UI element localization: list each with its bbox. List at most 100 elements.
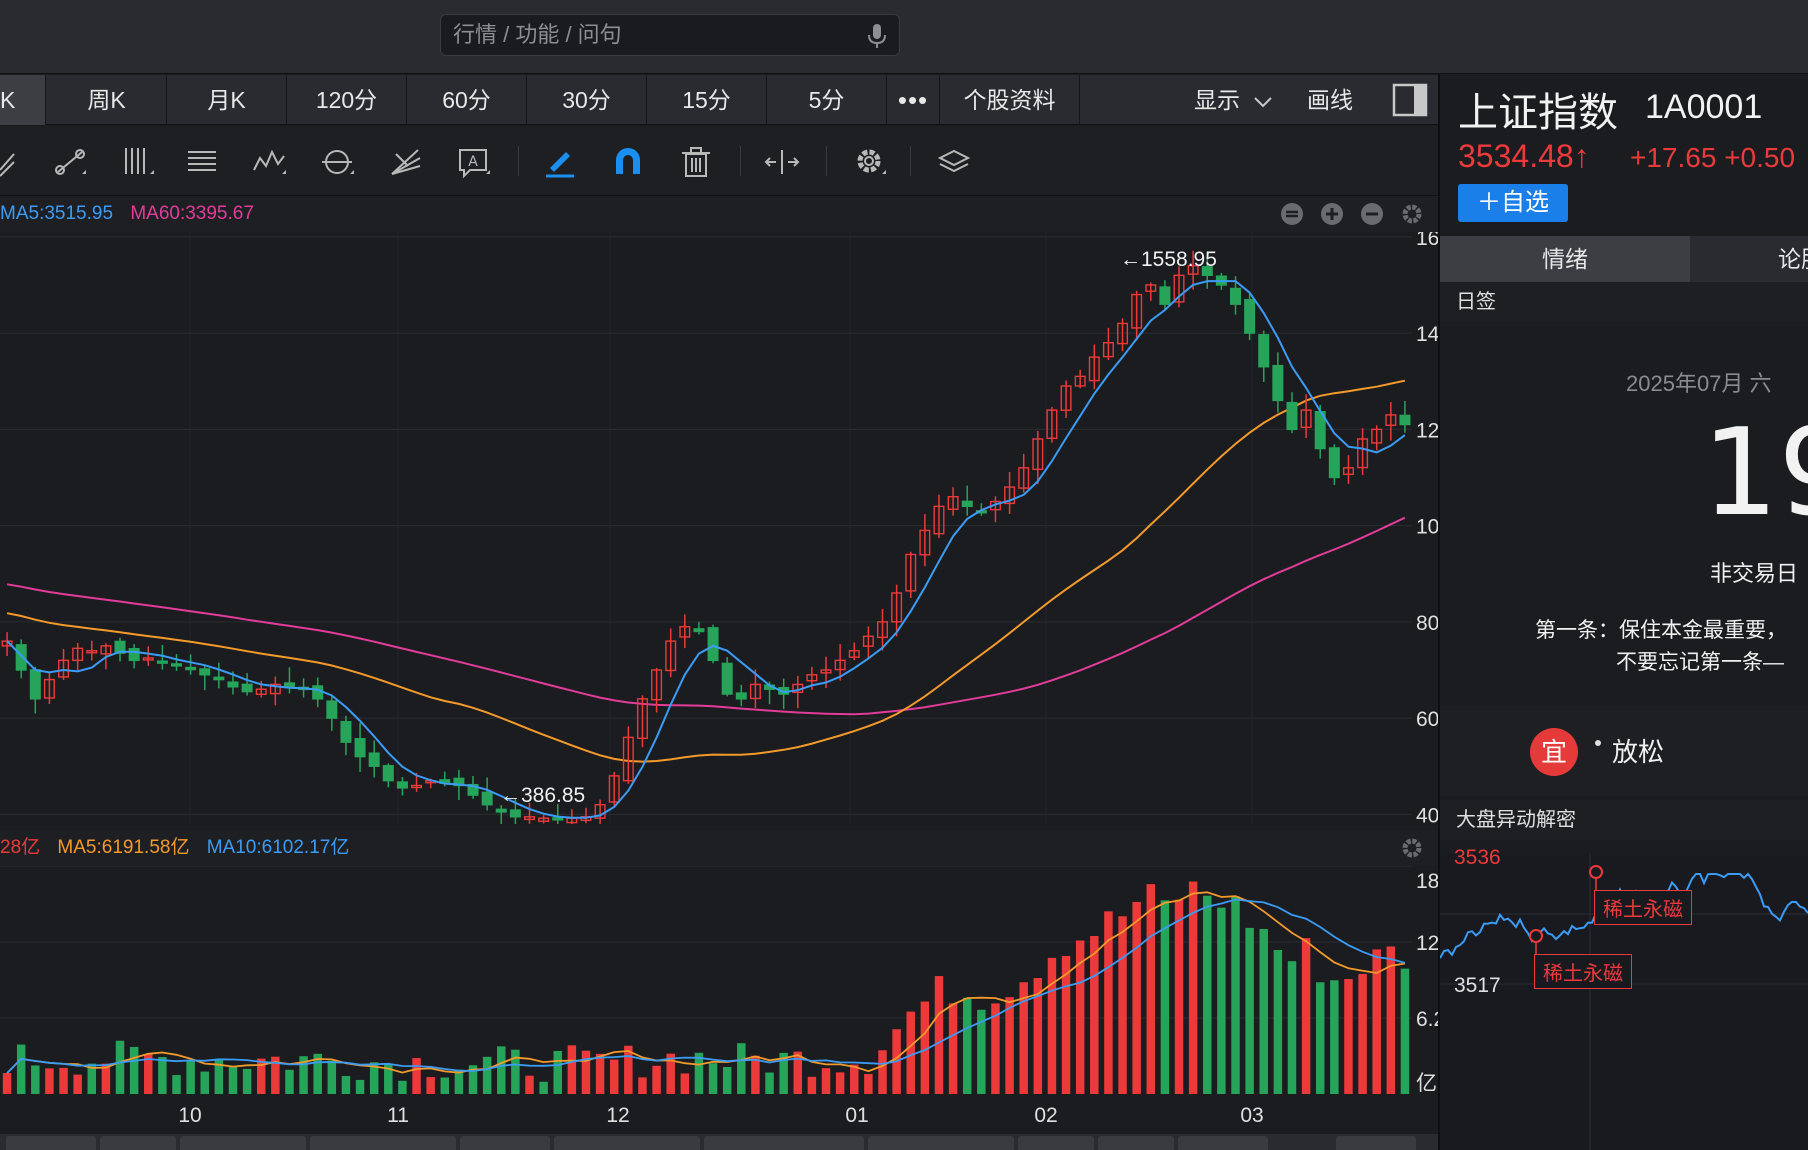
add-watchlist-button[interactable]: ＋自选: [1458, 184, 1568, 222]
candle: [213, 676, 225, 681]
tab-sentiment[interactable]: 情绪: [1440, 236, 1690, 282]
drawing-toolbar: A: [0, 126, 1438, 196]
volume-bar: [1188, 881, 1198, 1094]
candle: [114, 640, 126, 654]
volume-bar: [948, 1003, 958, 1094]
tab-discussion[interactable]: 论股: [1778, 246, 1808, 272]
price-grid: [0, 232, 1412, 824]
candle: [707, 627, 719, 662]
bottom-tab[interactable]: [868, 1136, 1014, 1150]
fibonacci-icon[interactable]: [184, 144, 220, 180]
ma30-line: [6, 379, 1406, 763]
y-tick-label: 1200: [1416, 419, 1438, 442]
volume-bar: [1019, 982, 1028, 1094]
volume-bar: [2, 1073, 12, 1094]
layers-icon[interactable]: [936, 144, 972, 180]
tab-week-k[interactable]: 周K: [47, 75, 167, 125]
y-tick-label: 800: [1416, 612, 1438, 635]
candle: [538, 817, 550, 822]
candle: [820, 669, 832, 674]
candle: [29, 669, 41, 700]
bottom-tab[interactable]: [1018, 1136, 1094, 1150]
circle-tool-icon[interactable]: [320, 144, 356, 180]
bottom-tab[interactable]: [180, 1136, 306, 1150]
tab-day-k[interactable]: K: [0, 75, 46, 125]
trash-icon[interactable]: [678, 144, 714, 180]
zoom-in-icon[interactable]: [1320, 202, 1344, 226]
candle: [509, 809, 521, 818]
gear-icon[interactable]: [852, 144, 888, 180]
vertical-lines-icon[interactable]: [120, 144, 156, 180]
magnet-icon[interactable]: [610, 144, 646, 180]
zoom-reset-icon[interactable]: [1280, 202, 1304, 226]
search-input[interactable]: [453, 15, 853, 55]
event-label-1[interactable]: 稀土永磁: [1594, 890, 1692, 925]
pen-highlight-icon[interactable]: [542, 144, 578, 180]
chart-settings-icon[interactable]: [1400, 202, 1424, 226]
candle: [1300, 409, 1312, 429]
bottom-tab[interactable]: [1098, 1136, 1174, 1150]
candle: [269, 683, 281, 695]
segment-tool-icon[interactable]: [52, 144, 88, 180]
x-tick-label: 10: [178, 1104, 201, 1127]
event-marker[interactable]: [1529, 929, 1543, 943]
candle: [651, 669, 663, 701]
tab-120min[interactable]: 120分: [287, 75, 407, 125]
event-marker[interactable]: [1589, 865, 1603, 879]
bottom-tab[interactable]: [1336, 1136, 1416, 1150]
tab-5min[interactable]: 5分: [767, 75, 887, 125]
x-tick-label: 02: [1034, 1104, 1057, 1127]
event-label-2[interactable]: 稀土永磁: [1534, 954, 1632, 989]
layout-panel-icon[interactable]: [1392, 83, 1428, 117]
index-code: 1A0001: [1645, 88, 1763, 126]
intraday-mini-chart[interactable]: 3536 3517 稀土永磁 稀土永磁: [1439, 846, 1808, 1150]
candle: [749, 683, 761, 700]
x-tick-label: 12: [606, 1104, 629, 1127]
y-tick-label: 6.21: [1416, 1008, 1438, 1031]
wave-tool-icon[interactable]: [252, 144, 288, 180]
more-tabs-button[interactable]: •••: [887, 75, 940, 125]
volume-bar: [624, 1045, 633, 1094]
bottom-tab[interactable]: [1178, 1136, 1268, 1150]
volume-bar: [440, 1077, 450, 1094]
bottom-tab[interactable]: [460, 1136, 550, 1150]
volume-bar: [158, 1057, 167, 1094]
bottom-tab[interactable]: [100, 1136, 176, 1150]
volume-bar: [1217, 907, 1226, 1094]
search-box[interactable]: [440, 14, 900, 56]
text-annotation-icon[interactable]: A: [456, 144, 492, 180]
zoom-out-icon[interactable]: [1360, 202, 1384, 226]
draw-line-button[interactable]: 画线: [1307, 87, 1353, 113]
right-tab-bar: 情绪 论股: [1440, 236, 1808, 282]
volume-legend: 28亿 MA5:6191.58亿 MA10:6102.17亿: [0, 830, 1438, 866]
bottom-tab[interactable]: [6, 1136, 96, 1150]
bottom-tab[interactable]: [310, 1136, 456, 1150]
microphone-icon[interactable]: [865, 22, 889, 50]
split-arrows-icon[interactable]: [764, 144, 800, 180]
candle: [1117, 322, 1129, 345]
candle: [86, 650, 98, 654]
bottom-tab[interactable]: [554, 1136, 700, 1150]
volume-bar: [807, 1076, 817, 1094]
volume-bar-chart[interactable]: 18.62 12.41 6.21 亿: [0, 866, 1438, 1094]
non-trading-label: 非交易日: [1710, 561, 1799, 586]
price-legend: MA5:3515.95 MA60:3395.67: [0, 196, 1438, 232]
volume-bar: [1372, 949, 1381, 1094]
volume-settings-icon[interactable]: [1400, 836, 1424, 860]
tab-stock-info[interactable]: 个股资料: [940, 75, 1080, 125]
price-candlestick-chart[interactable]: 1600 1400 1200 1000 800 600 400 ←1558.95 ←386.…: [0, 232, 1438, 824]
display-menu[interactable]: 显示: [1194, 75, 1274, 125]
candle: [382, 765, 394, 782]
bottom-tab[interactable]: [704, 1136, 864, 1150]
volume-bar: [1047, 957, 1057, 1094]
volume-bar: [1386, 946, 1396, 1094]
volume-bar: [256, 1058, 266, 1094]
tab-month-k[interactable]: 月K: [167, 75, 287, 125]
tab-60min[interactable]: 60分: [407, 75, 527, 125]
gann-fan-icon[interactable]: [388, 144, 424, 180]
tab-15min[interactable]: 15分: [647, 75, 767, 125]
daily-sign-header: 日签: [1440, 282, 1808, 322]
parallel-lines-icon[interactable]: [0, 144, 36, 180]
daily-date: 2025年07月 六: [1626, 371, 1772, 396]
tab-30min[interactable]: 30分: [527, 75, 647, 125]
